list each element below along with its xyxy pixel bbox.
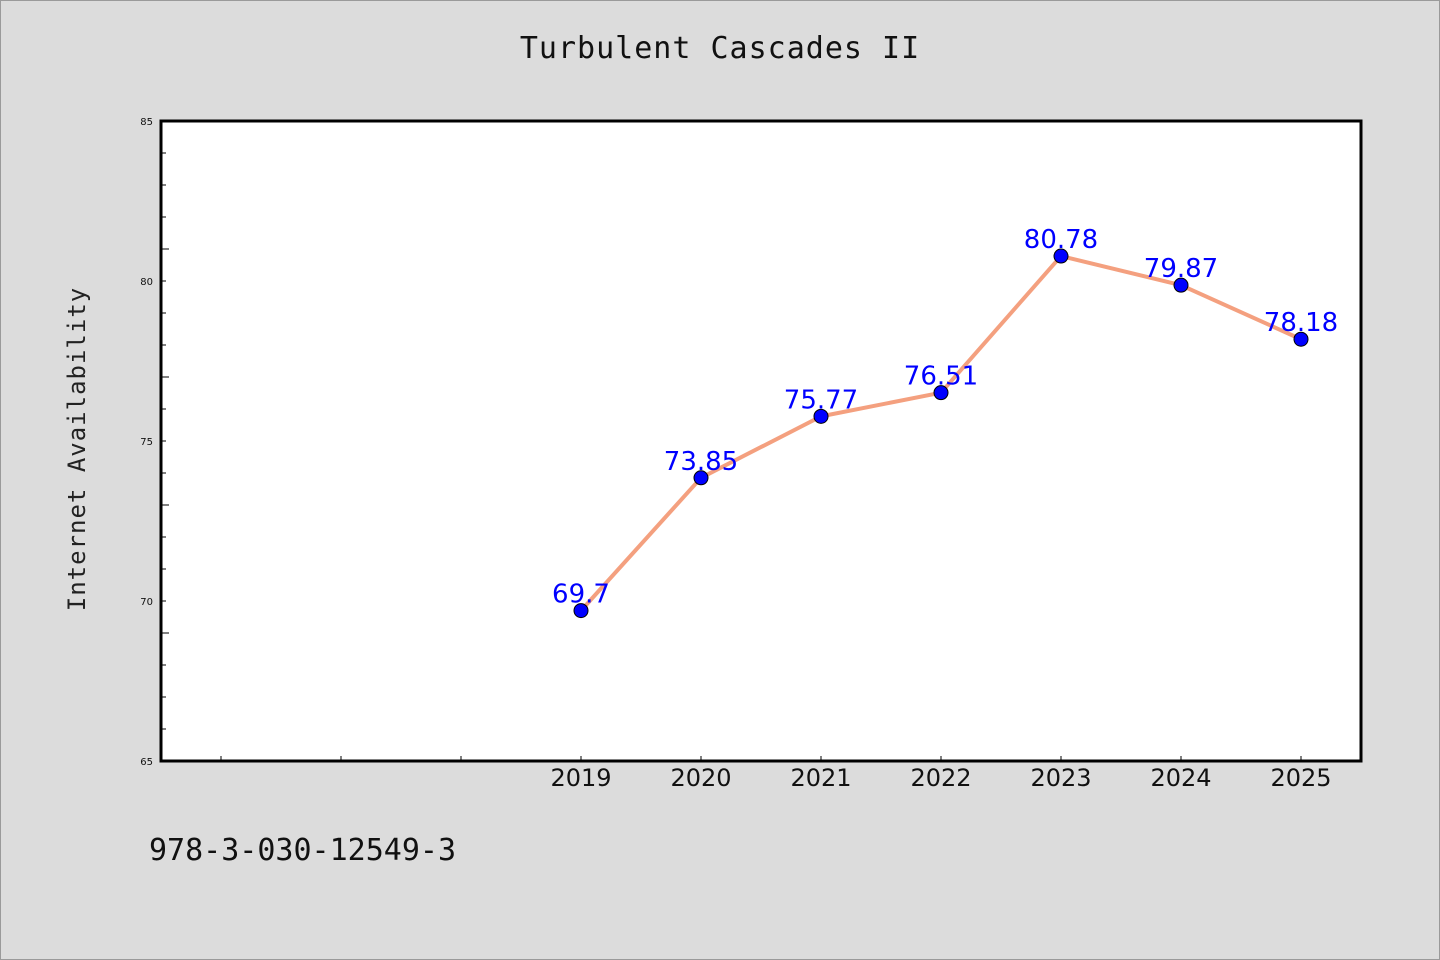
data-label: 79.87 <box>1144 254 1218 284</box>
data-point <box>1293 331 1309 347</box>
x-tick-label: 2024 <box>1150 764 1211 792</box>
x-tick-label: 2025 <box>1270 764 1331 792</box>
x-tick-label: 2023 <box>1030 764 1091 792</box>
data-label: 69.7 <box>552 580 610 610</box>
chart-title: Turbulent Cascades II <box>519 31 921 66</box>
y-tick-label: 75 <box>140 437 153 448</box>
x-tick-label: 2021 <box>790 764 851 792</box>
data-label: 75.77 <box>784 385 858 415</box>
data-point <box>693 470 709 486</box>
data-point <box>1053 248 1069 264</box>
footer-code: 978-3-030-12549-3 <box>149 833 457 868</box>
plot-area <box>159 119 1363 763</box>
x-tick-label: 2022 <box>910 764 971 792</box>
data-label: 80.78 <box>1024 225 1098 255</box>
y-tick-label: 80 <box>140 277 153 288</box>
data-label: 76.51 <box>904 362 978 392</box>
y-tick-label: 65 <box>140 757 153 768</box>
y-tick-label: 85 <box>140 117 153 128</box>
data-point <box>1173 277 1189 293</box>
x-tick-label: 2019 <box>550 764 611 792</box>
y-tick-label: 70 <box>140 597 153 608</box>
x-tick-label: 2020 <box>670 764 731 792</box>
data-point <box>573 603 589 619</box>
data-label: 73.85 <box>664 447 738 477</box>
data-point <box>933 385 949 401</box>
data-point <box>813 408 829 424</box>
data-label: 78.18 <box>1264 308 1338 338</box>
